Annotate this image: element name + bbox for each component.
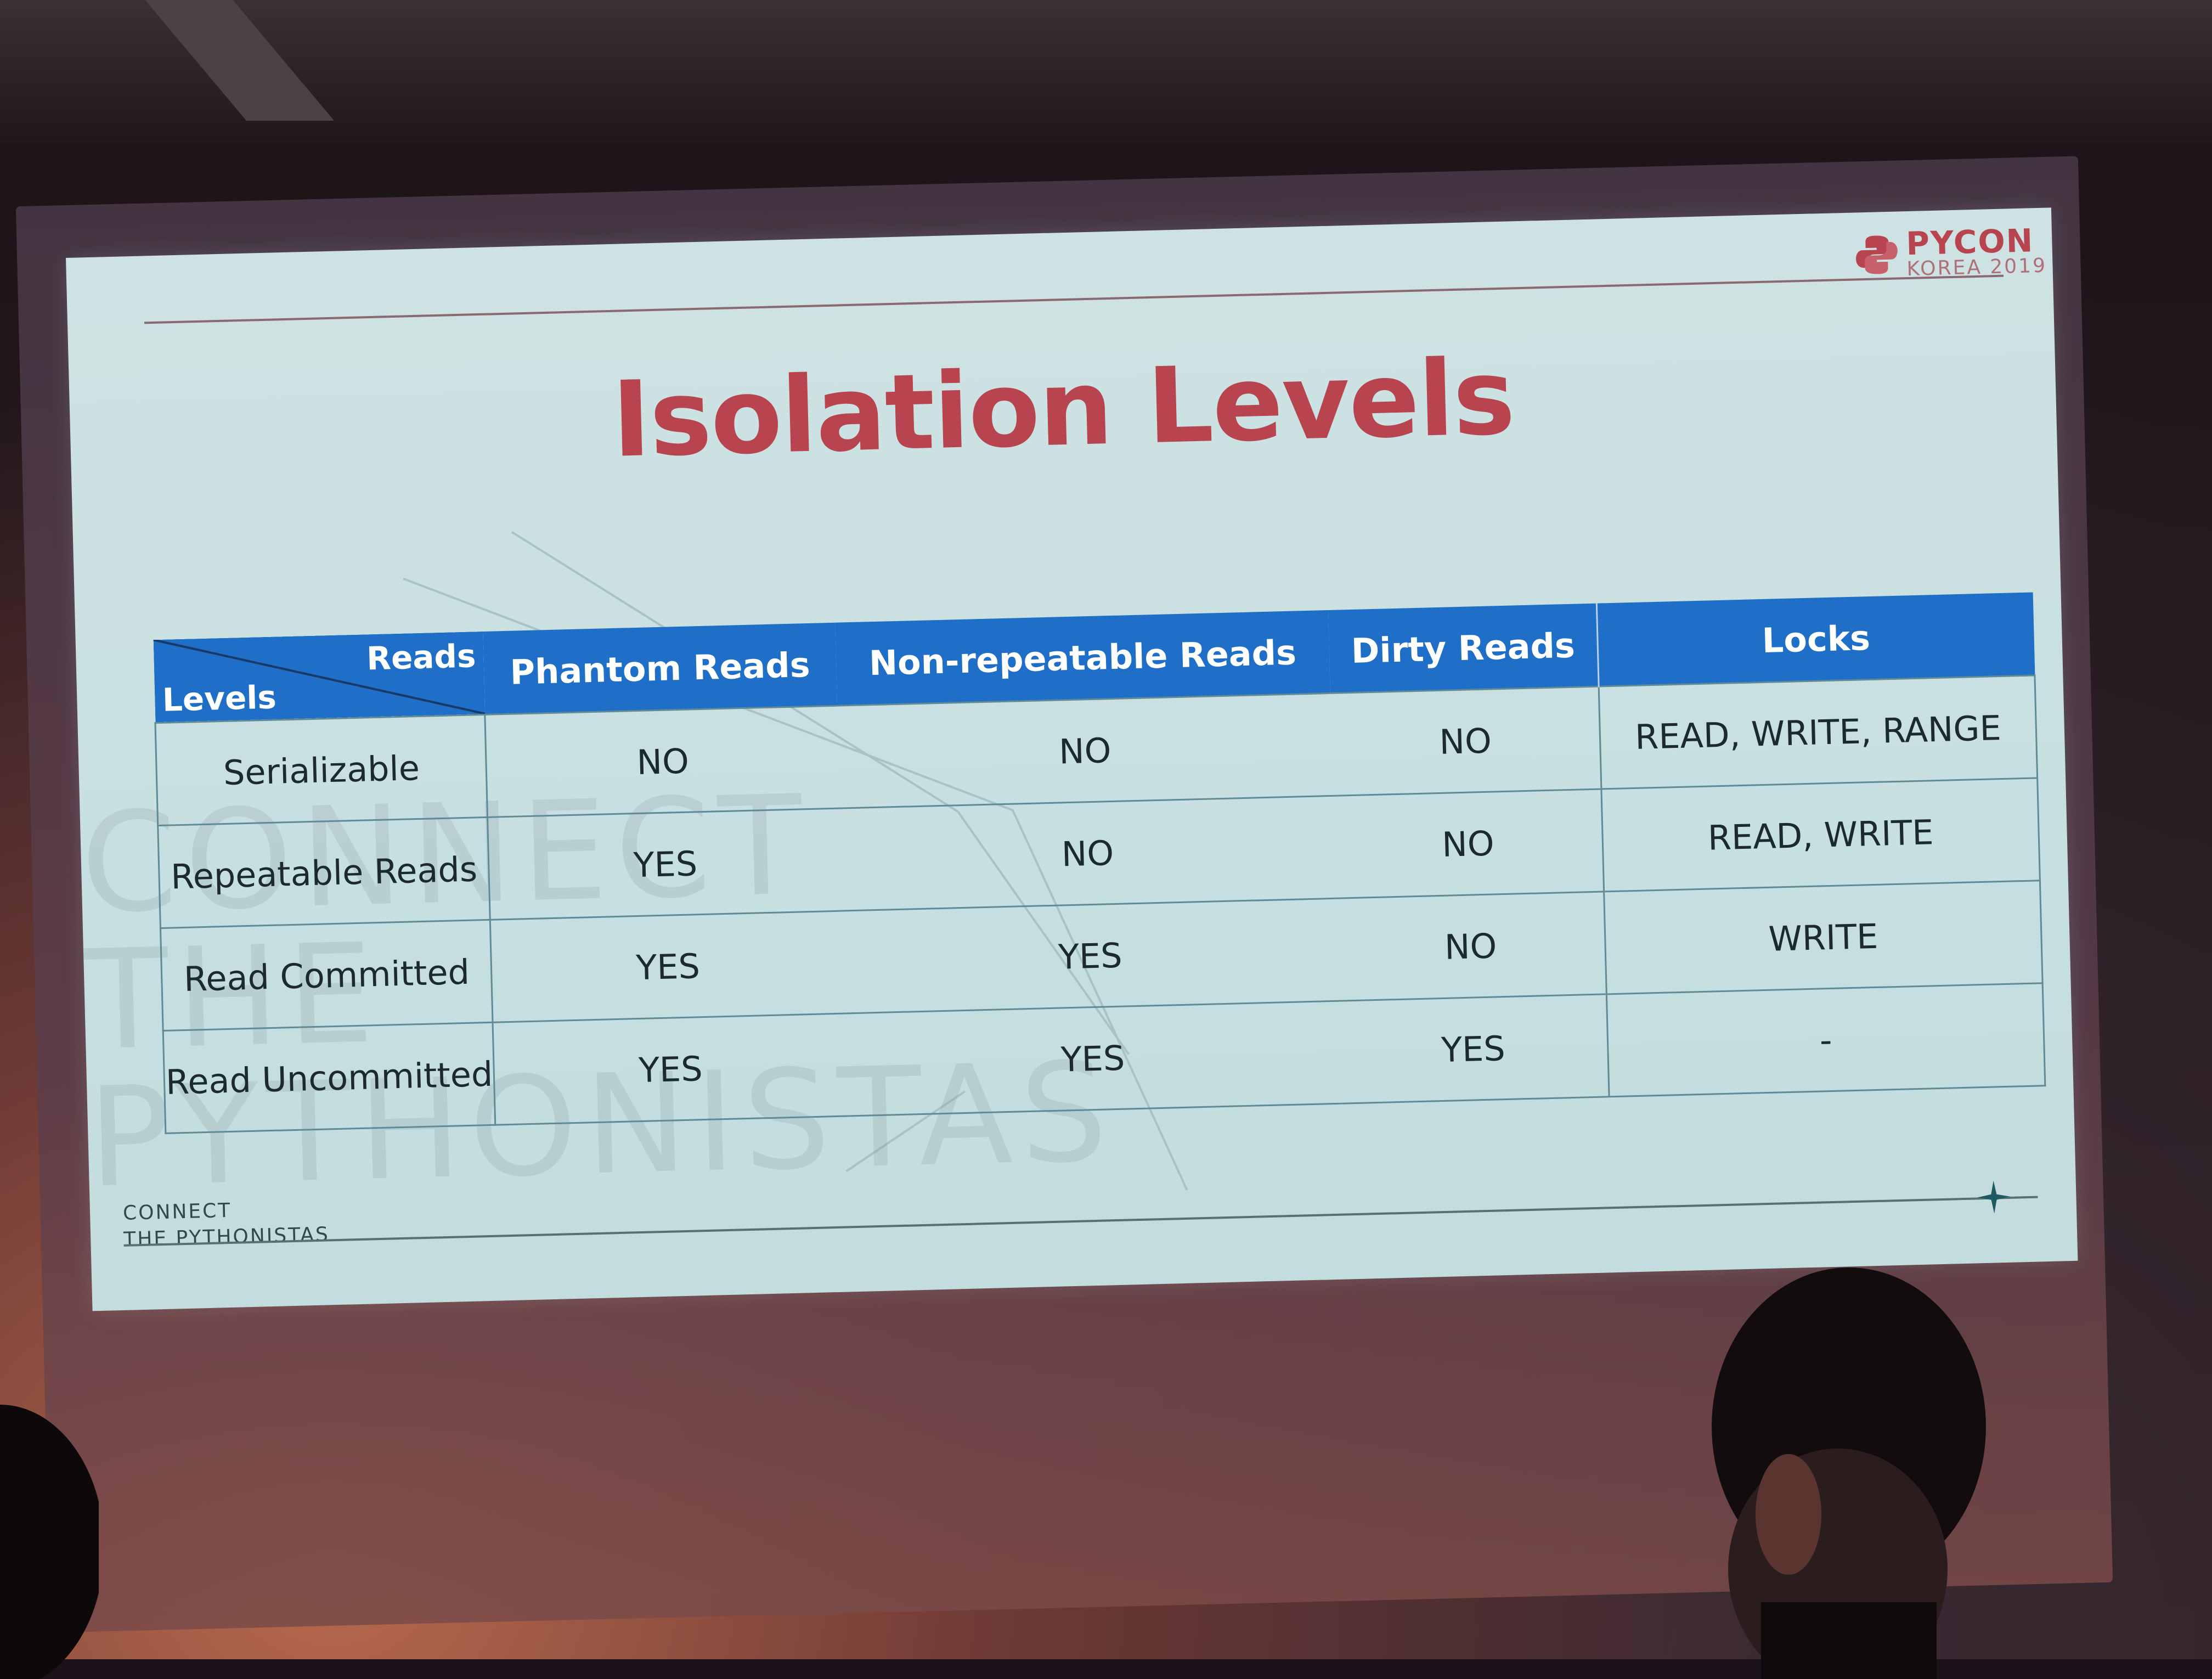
phantom-cell: YES	[490, 911, 845, 1023]
level-cell: Serializable	[155, 714, 488, 826]
python-logo-icon	[1856, 235, 1898, 274]
pycon-logo: PYCON KOREA 2019	[1854, 222, 2047, 281]
corner-reads-label: Reads	[366, 637, 477, 678]
nonrepeatable-cell: NO	[839, 796, 1336, 911]
table-header-row: Reads Levels Phantom Reads Non-repeatabl…	[153, 592, 2035, 723]
header-locks: Locks	[1596, 592, 2035, 687]
nonrepeatable-cell: YES	[842, 898, 1339, 1014]
corner-levels-label: Levels	[162, 678, 277, 719]
corner-header-cell: Reads Levels	[153, 631, 486, 723]
logo-title: PYCON	[1905, 222, 2035, 263]
dirty-cell: NO	[1335, 891, 1607, 1001]
nonrepeatable-cell: YES	[845, 1001, 1341, 1116]
ceiling-beam	[126, 0, 335, 121]
header-dirty-reads: Dirty Reads	[1328, 603, 1599, 694]
nonrepeatable-cell: NO	[837, 693, 1333, 809]
locks-cell: READ, WRITE	[1601, 777, 2040, 892]
isolation-levels-table: Reads Levels Phantom Reads Non-repeatabl…	[153, 592, 2046, 1134]
locks-cell: READ, WRITE, RANGE	[1599, 675, 2038, 789]
presentation-slide: PYCON KOREA 2019 Isolation Levels CONNEC…	[66, 207, 2078, 1311]
diagonal-divider	[153, 639, 486, 715]
phantom-cell: NO	[485, 706, 840, 818]
level-cell: Read Uncommitted	[163, 1022, 496, 1134]
dirty-cell: NO	[1333, 788, 1604, 899]
locks-cell: -	[1606, 983, 2045, 1097]
logo-subtitle: KOREA 2019	[1906, 254, 2047, 281]
phantom-cell: YES	[493, 1013, 848, 1125]
footer-line: THE PYTHONISTAS	[123, 1223, 330, 1251]
locks-cell: WRITE	[1604, 880, 2043, 994]
dirty-cell: NO	[1330, 686, 1601, 796]
header-phantom-reads: Phantom Reads	[483, 622, 837, 715]
header-nonrepeatable-reads: Non-repeatable Reads	[835, 610, 1330, 706]
audience-member-left	[0, 1405, 99, 1679]
audience-member-head	[1712, 1267, 1986, 1679]
phantom-cell: YES	[487, 808, 843, 920]
dirty-cell: YES	[1338, 994, 1610, 1104]
ceiling	[0, 0, 2212, 143]
sparkle-star-icon	[1977, 1180, 2011, 1214]
level-cell: Repeatable Reads	[157, 817, 490, 928]
level-cell: Read Committed	[160, 920, 493, 1031]
